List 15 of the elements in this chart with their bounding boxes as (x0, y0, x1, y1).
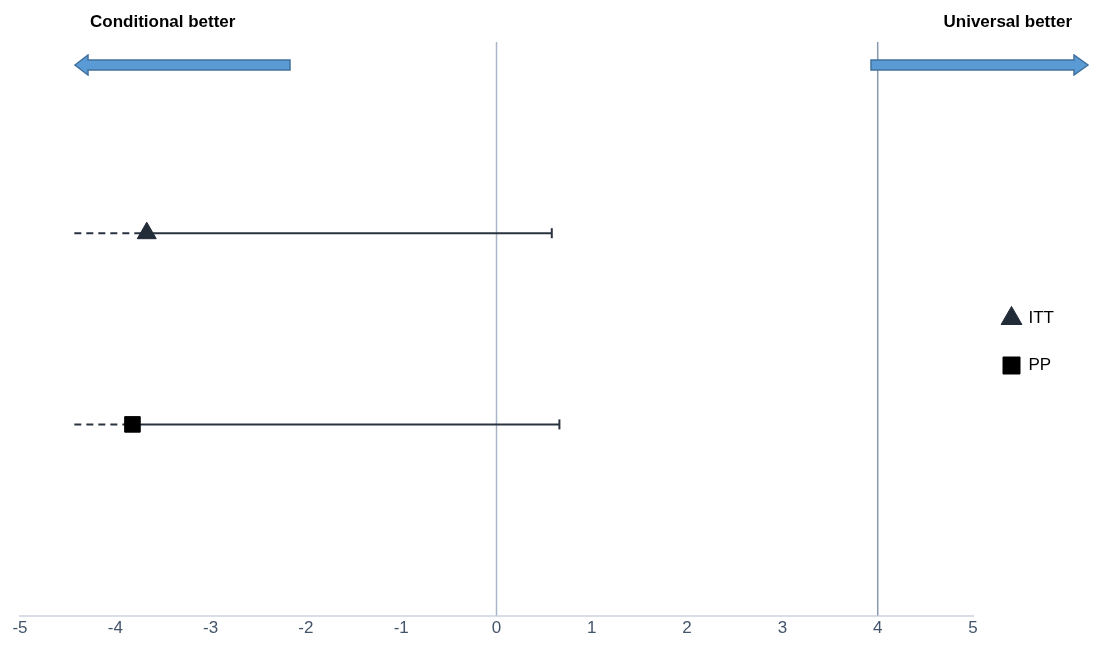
x-tick-label: -5 (12, 618, 28, 638)
legend-label: ITT (1028, 308, 1055, 328)
text: Conditional better (90, 12, 236, 32)
x-tick-label: -2 (298, 618, 314, 638)
legend-label: PP (1028, 355, 1052, 375)
x-tick-label: 1 (587, 618, 597, 638)
text: Universal better (943, 12, 1072, 32)
x-tick-label: 5 (968, 618, 978, 638)
x-tick-label: 2 (682, 618, 692, 638)
x-tick-label: 0 (491, 618, 502, 638)
x-tick-label: -1 (393, 618, 409, 638)
x-tick-label: -4 (107, 618, 123, 638)
x-tick-label: 3 (777, 618, 788, 638)
x-tick-label: 4 (872, 618, 883, 638)
x-tick-label: -3 (203, 618, 219, 638)
